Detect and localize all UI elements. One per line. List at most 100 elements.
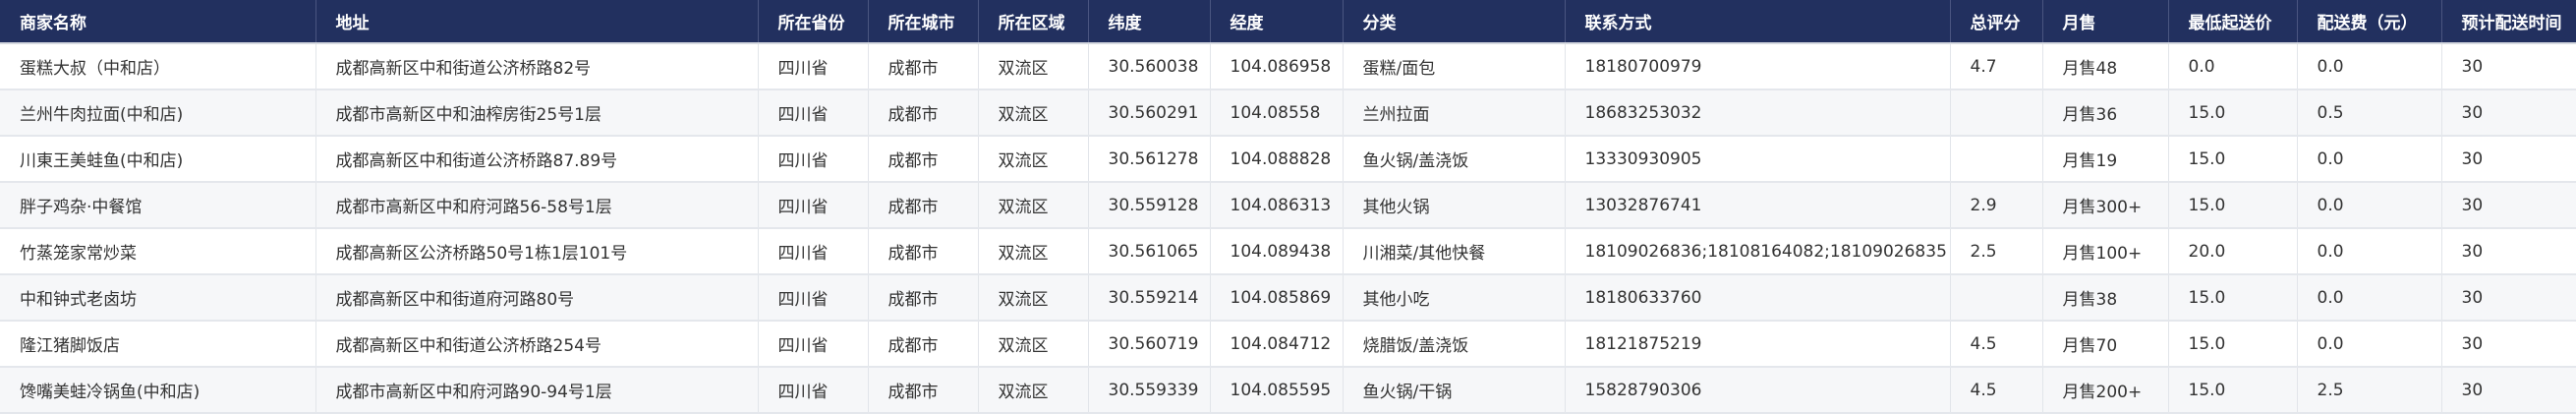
- table-cell: 18180700979: [1565, 43, 1951, 90]
- table-cell: 双流区: [978, 43, 1089, 90]
- table-cell: 0.0: [2297, 43, 2442, 90]
- table-cell: 鱼火锅/盖浇饭: [1343, 136, 1566, 183]
- table-row[interactable]: 川東王美蛙鱼(中和店) 成都高新区中和街道公济桥路87.89号 四川省 成都市 双流区 3…: [0, 136, 2576, 183]
- table-cell: 15.0: [2168, 182, 2298, 229]
- column-header[interactable]: 配送费（元）: [2297, 0, 2442, 44]
- table-cell: 月售38: [2042, 274, 2169, 322]
- table-cell: 兰州牛肉拉面(中和店): [0, 89, 316, 137]
- table-cell: 4.7: [1950, 43, 2043, 90]
- table-cell: 兰州拉面: [1343, 89, 1566, 137]
- table-cell: 双流区: [978, 228, 1089, 275]
- column-header[interactable]: 最低起送价: [2168, 0, 2298, 44]
- column-header[interactable]: 联系方式: [1565, 0, 1951, 44]
- column-header[interactable]: 预计配送时间: [2441, 0, 2576, 44]
- column-header[interactable]: 分类: [1343, 0, 1566, 44]
- table-cell: 104.086958: [1210, 43, 1344, 90]
- table-cell: 成都市高新区中和府河路56-58号1层: [315, 182, 759, 229]
- table-cell: 月售19: [2042, 136, 2169, 183]
- table-cell: 烧腊饭/盖浇饭: [1343, 321, 1566, 368]
- table-cell: 13032876741: [1565, 182, 1951, 229]
- column-header[interactable]: 商家名称: [0, 0, 316, 44]
- table-cell: 月售300+: [2042, 182, 2169, 229]
- table-cell: 其他火锅: [1343, 182, 1566, 229]
- table-cell: 双流区: [978, 367, 1089, 414]
- table-cell: 0.0: [2297, 136, 2442, 183]
- table-cell: 2.5: [1950, 228, 2043, 275]
- table-cell: 川東王美蛙鱼(中和店): [0, 136, 316, 183]
- table-cell: 川湘菜/其他快餐: [1343, 228, 1566, 275]
- table-cell: 成都市: [868, 89, 979, 137]
- column-header[interactable]: 月售: [2042, 0, 2169, 44]
- table-row[interactable]: 兰州牛肉拉面(中和店) 成都市高新区中和油榨房街25号1层 四川省 成都市 双流区 30.…: [0, 89, 2576, 137]
- table-cell: 成都市: [868, 321, 979, 368]
- column-header[interactable]: 所在城市: [868, 0, 979, 44]
- table-cell: 双流区: [978, 89, 1089, 137]
- table-row[interactable]: 中和钟式老卤坊 成都高新区中和街道府河路80号 四川省 成都市 双流区 30.559214…: [0, 274, 2576, 322]
- table-cell: 中和钟式老卤坊: [0, 274, 316, 322]
- table-cell: 4.5: [1950, 321, 2043, 368]
- table-cell: 馋嘴美蛙冷锅鱼(中和店): [0, 367, 316, 414]
- table-cell: 18109026836;18108164082;18109026835: [1565, 228, 1951, 275]
- table-cell: 30.561278: [1088, 136, 1211, 183]
- table-cell: 竹蒸笼家常炒菜: [0, 228, 316, 275]
- table-cell: 104.089438: [1210, 228, 1344, 275]
- table-cell: 104.085595: [1210, 367, 1344, 414]
- table-cell: 20.0: [2168, 228, 2298, 275]
- table-cell: 四川省: [758, 182, 869, 229]
- table-cell: 月售36: [2042, 89, 2169, 137]
- table-cell: 18683253032: [1565, 89, 1951, 137]
- table-row[interactable]: 竹蒸笼家常炒菜 成都高新区公济桥路50号1栋1层101号 四川省 成都市 双流区 30.5…: [0, 228, 2576, 275]
- table-cell: 104.088828: [1210, 136, 1344, 183]
- table-cell: 15.0: [2168, 321, 2298, 368]
- table-cell: 双流区: [978, 136, 1089, 183]
- table-cell: 成都市: [868, 182, 979, 229]
- table-cell: 月售48: [2042, 43, 2169, 90]
- table-cell: 隆江猪脚饭店: [0, 321, 316, 368]
- column-header[interactable]: 所在区域: [978, 0, 1089, 44]
- table-cell: 30.559214: [1088, 274, 1211, 322]
- table-cell: 30: [2441, 43, 2576, 90]
- table-cell: 15.0: [2168, 136, 2298, 183]
- table-cell: 四川省: [758, 274, 869, 322]
- column-header[interactable]: 纬度: [1088, 0, 1211, 44]
- table-cell: 成都市: [868, 274, 979, 322]
- table-cell: 13330930905: [1565, 136, 1951, 183]
- table-row[interactable]: 馋嘴美蛙冷锅鱼(中和店) 成都市高新区中和府河路90-94号1层 四川省 成都市 双流区…: [0, 367, 2576, 414]
- table-cell: 0.5: [2297, 89, 2442, 137]
- table-cell: [1950, 274, 2043, 322]
- table-row[interactable]: 隆江猪脚饭店 成都高新区中和街道公济桥路254号 四川省 成都市 双流区 30.56071…: [0, 321, 2576, 368]
- table-cell: 0.0: [2297, 182, 2442, 229]
- table-cell: 30: [2441, 182, 2576, 229]
- table-cell: 双流区: [978, 274, 1089, 322]
- table-cell: 30.559128: [1088, 182, 1211, 229]
- table-row[interactable]: 蛋糕大叔（中和店） 成都高新区中和街道公济桥路82号 四川省 成都市 双流区 30.560…: [0, 43, 2576, 90]
- table-cell: 四川省: [758, 89, 869, 137]
- table-cell: 蛋糕大叔（中和店）: [0, 43, 316, 90]
- table-cell: 蛋糕/面包: [1343, 43, 1566, 90]
- table-cell: 0.0: [2297, 321, 2442, 368]
- table-cell: 四川省: [758, 321, 869, 368]
- table-cell: 胖子鸡杂·中餐馆: [0, 182, 316, 229]
- table-cell: 30: [2441, 274, 2576, 322]
- column-header[interactable]: 地址: [315, 0, 759, 44]
- table-cell: 30: [2441, 89, 2576, 137]
- table-cell: 30: [2441, 136, 2576, 183]
- table-cell: 104.08558: [1210, 89, 1344, 137]
- table-cell: 四川省: [758, 136, 869, 183]
- table-cell: [1950, 136, 2043, 183]
- table-cell: 30.560291: [1088, 89, 1211, 137]
- table-cell: 4.5: [1950, 367, 2043, 414]
- table-cell: 30.560719: [1088, 321, 1211, 368]
- column-header[interactable]: 总评分: [1950, 0, 2043, 44]
- table-cell: 月售100+: [2042, 228, 2169, 275]
- table-cell: 30: [2441, 367, 2576, 414]
- column-header[interactable]: 所在省份: [758, 0, 869, 44]
- table-row[interactable]: 胖子鸡杂·中餐馆 成都市高新区中和府河路56-58号1层 四川省 成都市 双流区 30.5…: [0, 182, 2576, 229]
- column-header[interactable]: 经度: [1210, 0, 1344, 44]
- table-cell: 成都市: [868, 367, 979, 414]
- table-cell: 2.9: [1950, 182, 2043, 229]
- table-cell: 30: [2441, 228, 2576, 275]
- table-cell: 0.0: [2297, 228, 2442, 275]
- table-cell: 月售70: [2042, 321, 2169, 368]
